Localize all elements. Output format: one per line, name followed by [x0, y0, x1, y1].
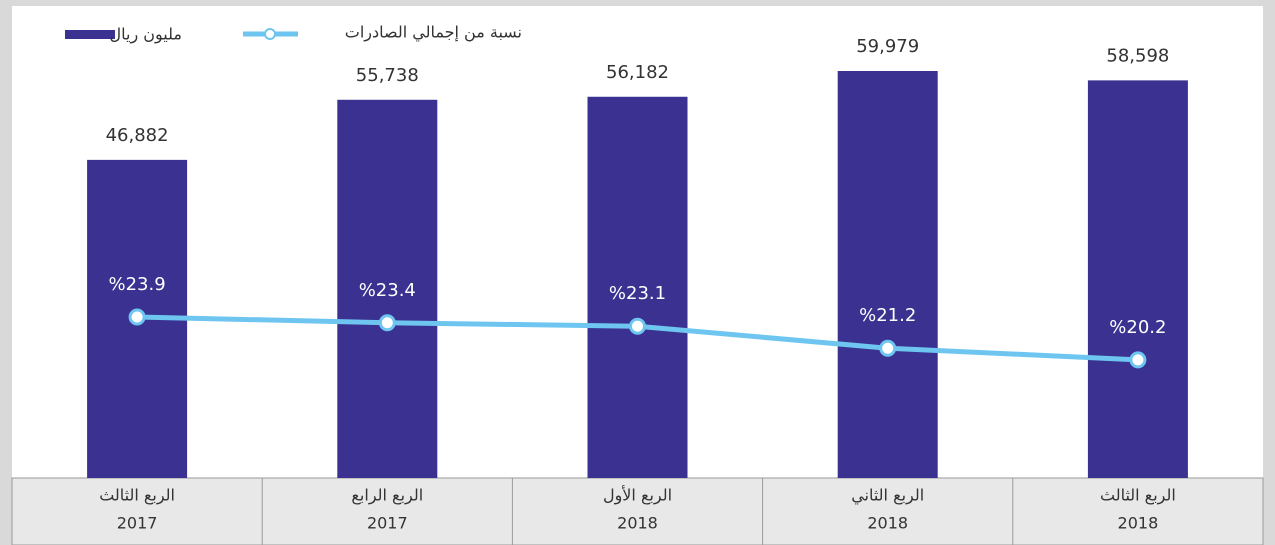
x-tick-label: 2017 [367, 514, 408, 533]
x-tick-label: الربع الثالث [1100, 486, 1176, 506]
bar [587, 96, 688, 478]
legend-label: نسبة من إجمالي الصادرات [345, 23, 522, 43]
line-point [378, 314, 396, 332]
legend-label: مليون ريال [110, 25, 182, 45]
x-tick-label: 2018 [867, 514, 908, 533]
line-value-label: %23.1 [609, 283, 666, 304]
bar [837, 70, 938, 479]
x-tick-label: الربع الثالث [99, 486, 175, 506]
bar-value-label: 58,598 [1106, 45, 1169, 66]
bar [337, 99, 438, 478]
x-tick-label: 2018 [1118, 514, 1159, 533]
x-tick-label: الربع الثاني [851, 486, 924, 506]
x-tick-label: الربع الرابع [351, 486, 423, 506]
line-value-label: %23.4 [359, 280, 416, 301]
legend-swatch [65, 30, 115, 39]
line-point [879, 339, 897, 357]
line-value-label: %20.2 [1109, 317, 1166, 338]
category-row [11, 477, 1264, 545]
line-point [629, 317, 646, 335]
bar-value-label: 56,182 [606, 62, 669, 83]
bar [1087, 80, 1188, 478]
bar-value-label: 59,979 [856, 36, 919, 57]
bar-value-label: 46,882 [106, 125, 169, 146]
line-value-label: %21.2 [859, 305, 916, 326]
x-tick-label: 2017 [117, 514, 158, 533]
x-tick-label: 2018 [617, 514, 658, 533]
line-point [1129, 351, 1147, 369]
x-tick-label: الربع الأول [603, 485, 672, 506]
line-point [128, 308, 146, 326]
legend-swatch-point [264, 28, 276, 40]
line-value-label: %23.9 [109, 274, 166, 295]
bar-value-label: 55,738 [356, 65, 419, 86]
